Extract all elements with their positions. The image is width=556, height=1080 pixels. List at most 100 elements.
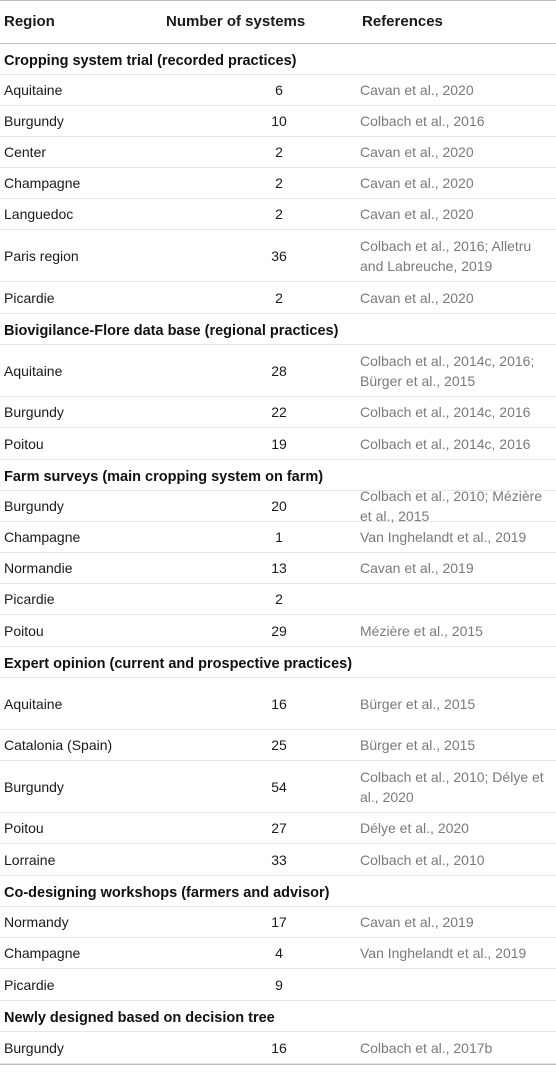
region-cell: Burgundy (4, 404, 64, 420)
table-row: Champagne 4 Van Inghelandt et al., 2019 (0, 938, 556, 969)
reference-cell: Van Inghelandt et al., 2019 (360, 945, 527, 961)
reference-cell: Cavan et al., 2019 (360, 914, 474, 930)
reference-cell: Cavan et al., 2020 (360, 206, 474, 222)
number-cell: 16 (271, 695, 287, 712)
section-title: Cropping system trial (recorded practice… (0, 44, 556, 75)
table-row: Center 2 Cavan et al., 2020 (0, 137, 556, 168)
section-title: Expert opinion (current and prospective … (0, 647, 556, 678)
region-cell: Aquitaine (4, 82, 63, 98)
reference-cell: Colbach et al., 2014c, 2016 (360, 404, 531, 420)
region-cell: Normandie (4, 560, 73, 576)
region-cell: Burgundy (4, 498, 64, 514)
table-row: Burgundy 54 Colbach et al., 2010; Délye et… (0, 761, 556, 813)
number-cell: 36 (271, 247, 287, 264)
table-row: Aquitaine 28 Colbach et al., 2014c, 2016; … (0, 345, 556, 397)
reference-cell: Cavan et al., 2020 (360, 175, 474, 191)
table-row: Champagne 1 Van Inghelandt et al., 2019 (0, 522, 556, 553)
reference-cell: Délye et al., 2020 (360, 820, 469, 836)
region-cell: Burgundy (4, 1039, 64, 1056)
reference-cell: Cavan et al., 2020 (360, 144, 474, 160)
table-row: Burgundy 20 Colbach et al., 2010; Mézière … (0, 488, 556, 524)
region-cell: Aquitaine (4, 695, 63, 712)
region-cell: Burgundy (4, 113, 64, 129)
number-cell: 4 (275, 945, 283, 961)
region-cell: Champagne (4, 529, 81, 545)
reference-cell: Colbach et al., 2017b (360, 1039, 493, 1056)
table-row: Picardie 2 (0, 584, 556, 615)
region-cell: Champagne (4, 945, 81, 961)
reference-cell: Colbach et al., 2010 (360, 851, 485, 868)
region-cell: Aquitaine (4, 362, 63, 379)
reference-cell: Colbach et al., 2010; Mézière et al., 20… (360, 488, 543, 524)
number-cell: 19 (271, 435, 287, 452)
section-title: Biovigilance-Flore data base (regional p… (0, 314, 556, 345)
table-row: Poitou 27 Délye et al., 2020 (0, 813, 556, 844)
number-cell: 20 (271, 498, 287, 514)
number-cell: 28 (271, 362, 287, 379)
number-cell: 2 (275, 175, 283, 191)
reference-cell: Cavan et al., 2019 (360, 560, 474, 576)
header-number-of-systems: Number of systems (166, 13, 306, 30)
table-row: Aquitaine 16 Bürger et al., 2015 (0, 678, 556, 730)
number-cell: 29 (271, 622, 287, 639)
table-row: Burgundy 22 Colbach et al., 2014c, 2016 (0, 397, 556, 428)
number-cell: 16 (271, 1039, 287, 1056)
number-cell: 2 (275, 144, 283, 160)
bottom-rule (0, 1064, 556, 1065)
table-row: Catalonia (Spain) 25 Bürger et al., 2015 (0, 730, 556, 761)
region-cell: Poitou (4, 820, 44, 836)
reference-cell: Cavan et al., 2020 (360, 289, 474, 306)
table-row: Languedoc 2 Cavan et al., 2020 (0, 199, 556, 230)
region-cell: Picardie (4, 976, 55, 993)
number-cell: 2 (275, 591, 283, 607)
reference-cell: Bürger et al., 2015 (360, 737, 476, 753)
table-section: Farm surveys (main cropping system on fa… (0, 460, 556, 647)
table-row: Poitou 29 Mézière et al., 2015 (0, 615, 556, 646)
section-title: Newly designed based on decision tree (0, 1001, 556, 1032)
table-row: Picardie 2 Cavan et al., 2020 (0, 282, 556, 313)
header-references: References (362, 13, 443, 30)
number-cell: 10 (271, 113, 287, 129)
section-title: Co-designing workshops (farmers and advi… (0, 876, 556, 907)
region-cell: Picardie (4, 289, 55, 306)
number-cell: 22 (271, 404, 287, 420)
reference-cell: Bürger et al., 2015 (360, 695, 476, 712)
table-section: Co-designing workshops (farmers and advi… (0, 876, 556, 1001)
table-section: Cropping system trial (recorded practice… (0, 44, 556, 314)
table-row: Champagne 2 Cavan et al., 2020 (0, 168, 556, 199)
table-section: Biovigilance-Flore data base (regional p… (0, 314, 556, 460)
table-section: Newly designed based on decision tree Bur… (0, 1001, 556, 1064)
number-cell: 33 (271, 851, 287, 868)
region-cell: Languedoc (4, 206, 74, 222)
reference-cell: Cavan et al., 2020 (360, 82, 474, 98)
region-cell: Champagne (4, 175, 81, 191)
number-cell: 17 (271, 914, 287, 930)
reference-cell: Colbach et al., 2016 (360, 113, 485, 129)
reference-cell: Colbach et al., 2016; Alletru and Labreu… (360, 237, 532, 274)
table-row: Burgundy 16 Colbach et al., 2017b (0, 1032, 556, 1063)
region-cell: Normandy (4, 914, 69, 930)
number-cell: 25 (271, 737, 287, 753)
table-row: Normandy 17 Cavan et al., 2019 (0, 907, 556, 938)
number-cell: 9 (275, 976, 283, 993)
table-header: Region Number of systems References (0, 0, 556, 44)
reference-cell: Mézière et al., 2015 (360, 622, 483, 639)
table-section: Expert opinion (current and prospective … (0, 647, 556, 876)
region-cell: Poitou (4, 435, 44, 452)
table-row: Aquitaine 6 Cavan et al., 2020 (0, 75, 556, 106)
table-row: Burgundy 10 Colbach et al., 2016 (0, 106, 556, 137)
section-title: Farm surveys (main cropping system on fa… (0, 460, 556, 491)
region-cell: Burgundy (4, 778, 64, 795)
table-row: Normandie 13 Cavan et al., 2019 (0, 553, 556, 584)
table-row: Picardie 9 (0, 969, 556, 1000)
region-cell: Poitou (4, 622, 44, 639)
number-cell: 6 (275, 82, 283, 98)
table-row: Paris region 36 Colbach et al., 2016; Alle… (0, 230, 556, 282)
reference-cell: Van Inghelandt et al., 2019 (360, 529, 527, 545)
region-cell: Lorraine (4, 851, 56, 868)
reference-cell: Colbach et al., 2014c, 2016 (360, 435, 531, 452)
region-cell: Catalonia (Spain) (4, 737, 113, 753)
header-region: Region (4, 13, 55, 30)
table-body: Cropping system trial (recorded practice… (0, 44, 556, 1064)
